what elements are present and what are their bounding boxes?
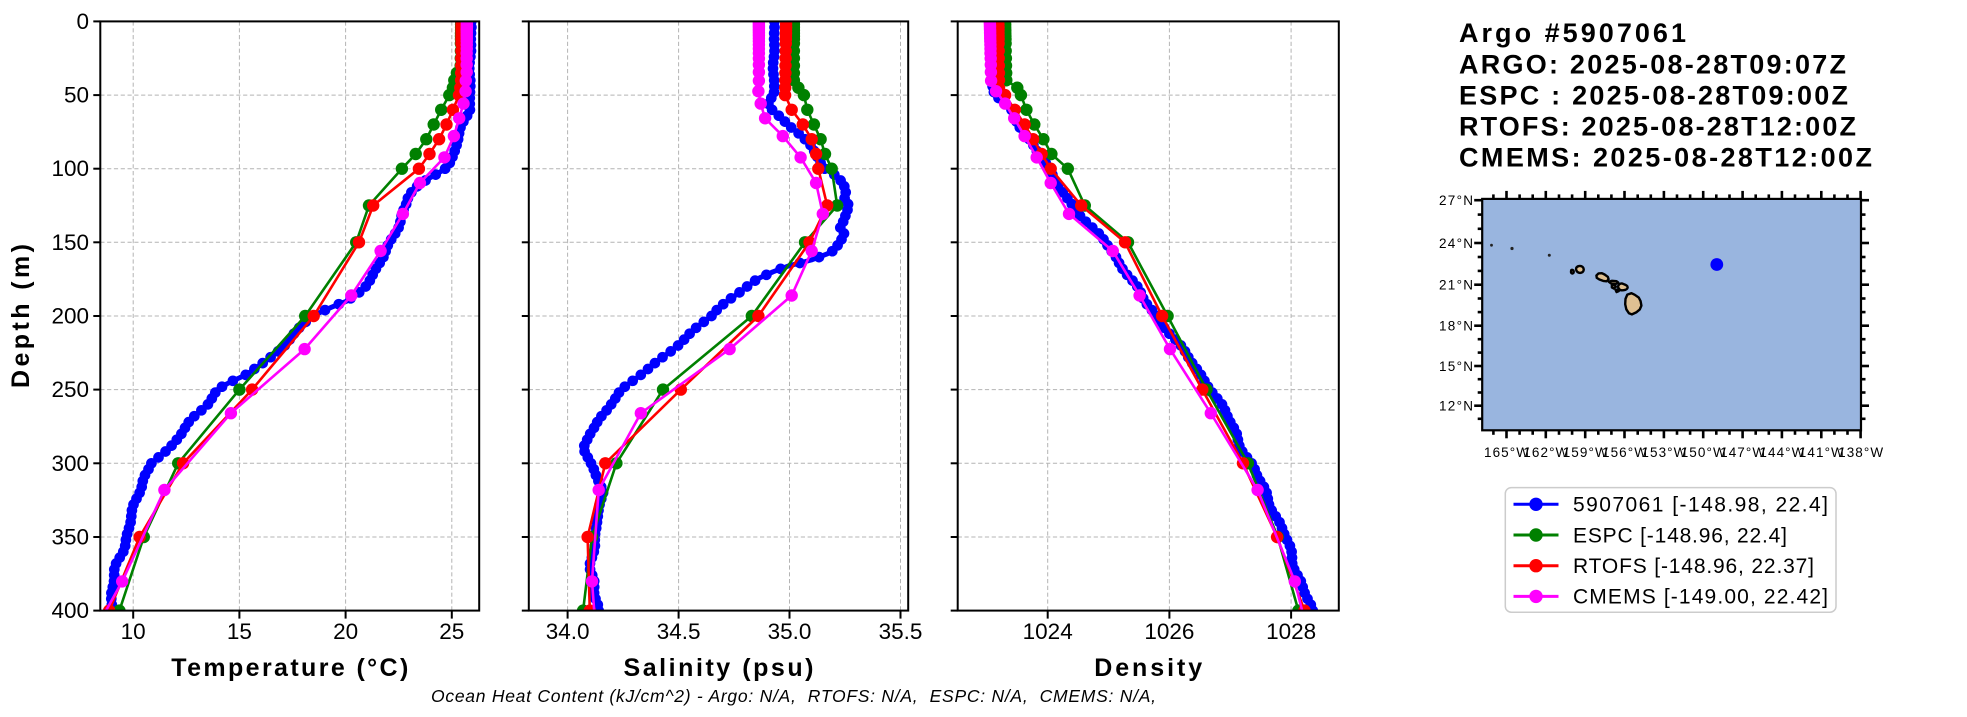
svg-text:15°N: 15°N: [1439, 359, 1473, 374]
svg-text:0: 0: [76, 9, 89, 34]
svg-text:ARGO: 2025-08-28T09:07Z: ARGO: 2025-08-28T09:07Z: [1459, 50, 1846, 80]
svg-text:RTOFS: 2025-08-28T12:00Z: RTOFS: 2025-08-28T12:00Z: [1459, 111, 1856, 141]
svg-text:Temperature (°C): Temperature (°C): [171, 654, 408, 682]
svg-text:1024: 1024: [1023, 619, 1073, 644]
svg-text:24°N: 24°N: [1439, 236, 1473, 251]
svg-text:10: 10: [121, 619, 146, 644]
svg-text:147°W: 147°W: [1720, 445, 1765, 460]
svg-text:350: 350: [51, 525, 89, 550]
svg-text:CMEMS [-149.00, 22.42]: CMEMS [-149.00, 22.42]: [1573, 586, 1828, 609]
svg-text:400: 400: [51, 598, 89, 623]
svg-text:100: 100: [51, 156, 89, 181]
svg-text:1026: 1026: [1144, 619, 1194, 644]
svg-text:150°W: 150°W: [1681, 445, 1726, 460]
svg-text:50: 50: [64, 83, 89, 108]
svg-text:Argo #5907061: Argo #5907061: [1459, 18, 1686, 48]
svg-text:12°N: 12°N: [1439, 399, 1473, 414]
svg-text:159°W: 159°W: [1563, 445, 1608, 460]
svg-text:162°W: 162°W: [1523, 445, 1568, 460]
svg-text:15: 15: [227, 619, 252, 644]
svg-text:20: 20: [333, 619, 358, 644]
svg-text:200: 200: [51, 304, 89, 329]
svg-text:35.0: 35.0: [768, 619, 812, 644]
svg-text:18°N: 18°N: [1439, 319, 1473, 334]
svg-text:250: 250: [51, 377, 89, 402]
svg-text:RTOFS [-148.96, 22.37]: RTOFS [-148.96, 22.37]: [1573, 555, 1814, 578]
svg-text:165°W: 165°W: [1484, 445, 1529, 460]
svg-text:144°W: 144°W: [1759, 445, 1804, 460]
svg-text:153°W: 153°W: [1641, 445, 1686, 460]
svg-text:141°W: 141°W: [1799, 445, 1844, 460]
svg-text:156°W: 156°W: [1602, 445, 1647, 460]
svg-text:Ocean Heat Content (kJ/cm^2) -: Ocean Heat Content (kJ/cm^2) - Argo: N/A…: [431, 686, 1156, 706]
svg-text:1028: 1028: [1266, 619, 1316, 644]
svg-text:35.5: 35.5: [879, 619, 923, 644]
svg-text:21°N: 21°N: [1439, 278, 1473, 293]
svg-text:5907061 [-148.98, 22.4]: 5907061 [-148.98, 22.4]: [1573, 494, 1828, 517]
svg-text:Depth (m): Depth (m): [7, 244, 35, 388]
svg-text:Salinity (psu): Salinity (psu): [624, 654, 814, 682]
svg-text:300: 300: [51, 451, 89, 476]
svg-text:ESPC [-148.96, 22.4]: ESPC [-148.96, 22.4]: [1573, 524, 1787, 547]
svg-text:25: 25: [439, 619, 464, 644]
svg-text:34.5: 34.5: [657, 619, 701, 644]
svg-text:150: 150: [51, 230, 89, 255]
svg-text:34.0: 34.0: [546, 619, 590, 644]
svg-text:27°N: 27°N: [1439, 193, 1473, 208]
svg-text:CMEMS: 2025-08-28T12:00Z: CMEMS: 2025-08-28T12:00Z: [1459, 142, 1872, 172]
svg-text:138°W: 138°W: [1838, 445, 1883, 460]
svg-text:ESPC : 2025-08-28T09:00Z: ESPC : 2025-08-28T09:00Z: [1459, 80, 1848, 110]
